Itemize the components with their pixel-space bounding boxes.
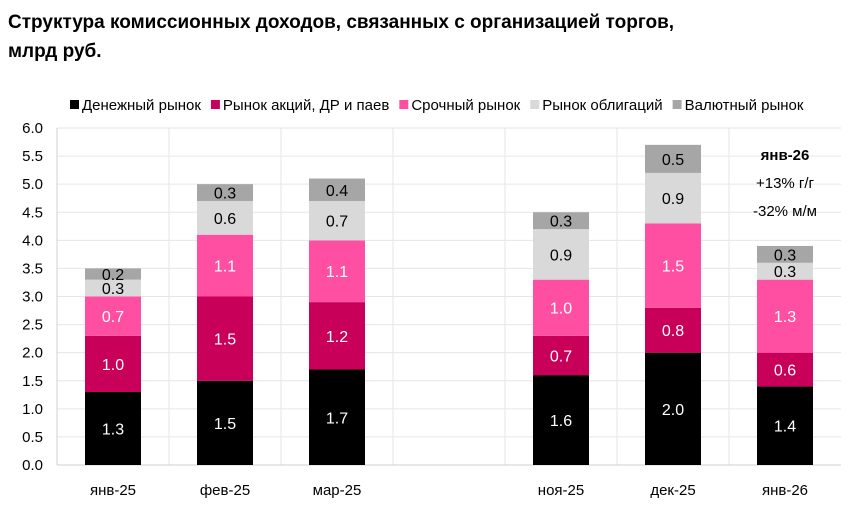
bar-segment	[533, 335, 589, 376]
bar-segment	[197, 201, 253, 235]
bar-segment	[757, 262, 813, 280]
y-tick-label: 5.0	[22, 176, 43, 193]
legend-swatch	[530, 100, 540, 109]
bar-segment	[645, 307, 701, 353]
bar-segment	[533, 279, 589, 336]
data-label: 0.3	[774, 264, 796, 281]
y-tick-label: 4.0	[22, 232, 43, 249]
data-label: 2.0	[662, 402, 684, 419]
bar-segment	[645, 144, 701, 173]
x-tick-label: янв-26	[762, 482, 808, 499]
bar-segment	[85, 335, 141, 392]
data-label: 0.2	[102, 267, 124, 284]
data-label: 0.7	[550, 348, 572, 365]
data-label: 1.1	[214, 259, 236, 276]
bar-segment	[533, 375, 589, 465]
legend-swatch	[672, 100, 682, 109]
data-label: 0.6	[774, 363, 796, 380]
y-tick-label: 0.0	[22, 457, 43, 474]
legend-label: Валютный рынок	[685, 97, 804, 114]
bar-segment	[309, 302, 365, 370]
y-tick-label: 0.5	[22, 429, 43, 446]
data-label: 0.7	[102, 309, 124, 326]
data-label: 0.3	[774, 247, 796, 264]
annotation-line: +13% г/г	[756, 175, 815, 192]
data-label: 0.3	[550, 214, 572, 231]
data-label: 1.2	[326, 329, 348, 346]
data-label: 1.0	[102, 357, 124, 374]
legend-label: Денежный рынок	[82, 97, 201, 114]
data-label: 1.4	[774, 419, 796, 436]
legend-swatch	[210, 100, 220, 109]
bar-segment	[197, 380, 253, 465]
data-label: 0.3	[214, 186, 236, 203]
bar-segment	[645, 172, 701, 224]
bar-segment	[645, 223, 701, 308]
data-label: 0.9	[662, 191, 684, 208]
x-tick-label: ноя-25	[538, 482, 584, 499]
bar-segment	[85, 279, 141, 297]
y-tick-label: 3.0	[22, 289, 43, 306]
data-label: 1.7	[326, 410, 348, 427]
bar-segment	[309, 369, 365, 465]
bar-segment	[309, 240, 365, 303]
annotation-line: -32% м/м	[753, 203, 817, 220]
bar-segment	[309, 178, 365, 202]
data-label: 0.4	[326, 183, 348, 200]
data-label: 1.5	[662, 259, 684, 276]
bar-segment	[757, 245, 813, 263]
bar-segment	[85, 391, 141, 465]
y-tick-label: 3.5	[22, 260, 43, 277]
bar-segment	[197, 234, 253, 297]
x-tick-label: фев-25	[200, 482, 250, 499]
legend-swatch	[399, 100, 409, 109]
legend-swatch	[70, 100, 79, 109]
x-tick-label: мар-25	[313, 482, 362, 499]
data-label: 0.6	[214, 211, 236, 228]
y-tick-label: 2.0	[22, 345, 43, 362]
bar-segment	[533, 212, 589, 230]
bar-segment	[197, 184, 253, 202]
bar-segment	[85, 296, 141, 336]
y-tick-label: 5.5	[22, 148, 43, 165]
y-tick-label: 6.0	[22, 120, 43, 137]
annotation-title: янв-26	[761, 147, 810, 164]
bar-segment	[645, 352, 701, 465]
y-tick-label: 1.0	[22, 401, 43, 418]
bar-segment	[197, 296, 253, 381]
data-label: 1.6	[550, 413, 572, 430]
legend-label: Рынок акций, ДР и паев	[223, 97, 389, 114]
data-label: 1.1	[326, 264, 348, 281]
data-label: 1.5	[214, 332, 236, 349]
data-label: 1.5	[214, 416, 236, 433]
data-label: 1.3	[102, 421, 124, 438]
legend-label: Рынок облигаций	[542, 97, 662, 114]
bar-segment	[533, 229, 589, 280]
y-tick-label: 4.5	[22, 204, 43, 221]
data-label: 1.3	[774, 309, 796, 326]
data-label: 0.9	[550, 247, 572, 264]
bar-segment	[757, 352, 813, 387]
bar-segment	[757, 386, 813, 465]
y-tick-label: 1.5	[22, 373, 43, 390]
data-label: 0.7	[326, 214, 348, 231]
chart-title: Структура комиссионных доходов, связанны…	[8, 12, 675, 62]
x-tick-label: янв-25	[90, 482, 136, 499]
legend-label: Срочный рынок	[411, 97, 520, 114]
bar-segment	[309, 201, 365, 241]
data-label: 0.8	[662, 323, 684, 340]
y-tick-label: 2.5	[22, 317, 43, 334]
data-label: 0.5	[662, 152, 684, 169]
bar-segment	[757, 279, 813, 353]
bar-segment	[85, 268, 141, 280]
data-label: 1.0	[550, 301, 572, 318]
data-label: 0.3	[102, 281, 124, 298]
x-tick-label: дек-25	[650, 482, 695, 499]
